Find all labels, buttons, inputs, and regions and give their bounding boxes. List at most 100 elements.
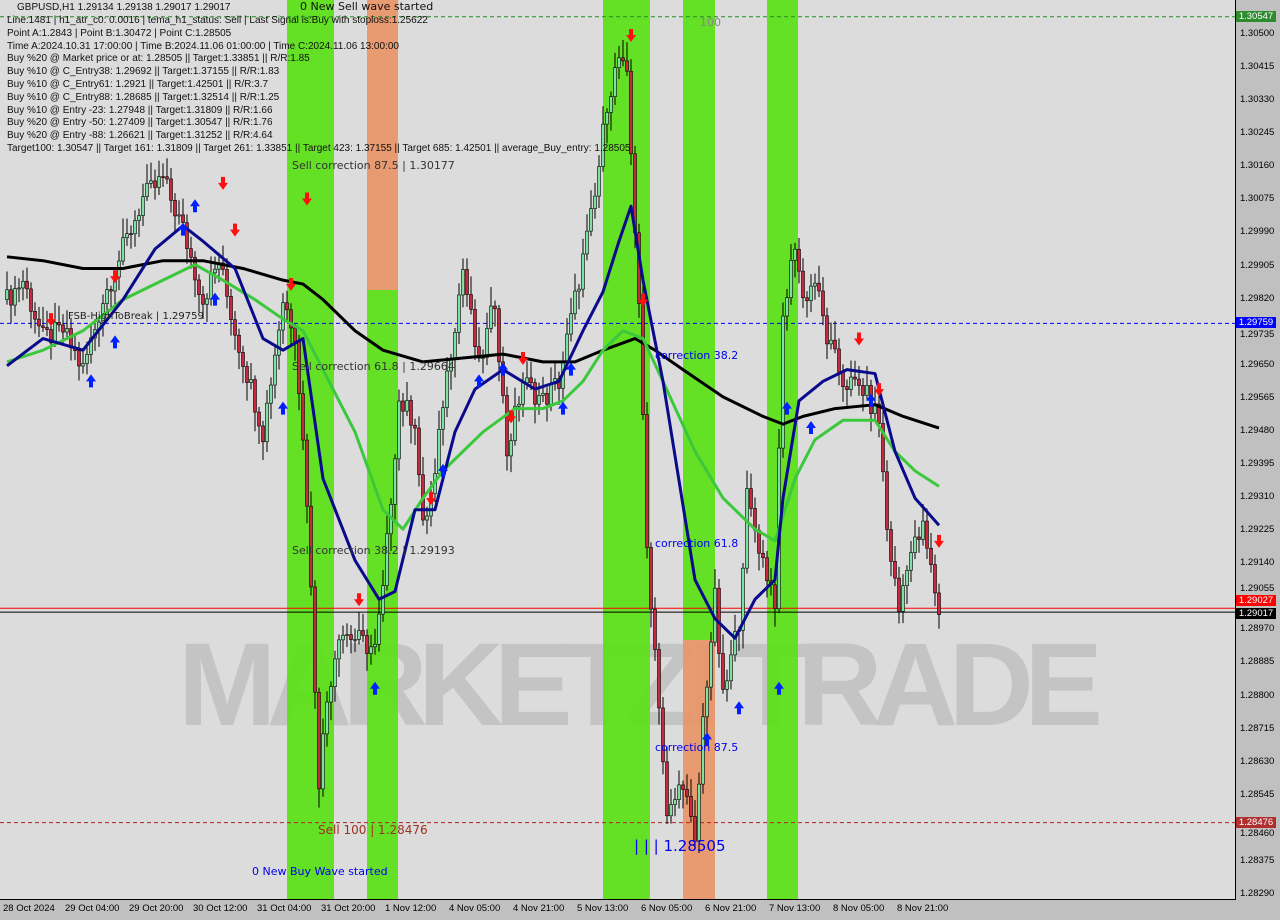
candle-body (365, 635, 369, 654)
buy-arrow-icon (278, 401, 288, 415)
candle-body (657, 649, 661, 709)
candle-body (121, 237, 125, 262)
chart-plot-area[interactable]: MARKETZI TRADE GBPUSD,H1 1.29134 1.29138… (0, 0, 1236, 900)
candle-body (193, 256, 197, 281)
candle-body (625, 60, 629, 72)
info-line: Time A:2024.10.31 17:00:00 | Time B:2024… (7, 40, 399, 52)
candle-body (621, 57, 625, 62)
candle-body (517, 403, 521, 407)
candle-body (533, 382, 537, 405)
x-tick-label: 30 Oct 12:00 (193, 903, 248, 914)
candle-body (513, 405, 517, 441)
candle-body (501, 361, 505, 396)
candle-body (493, 305, 497, 310)
candle-body (929, 547, 933, 565)
sell-arrow-icon (354, 593, 364, 607)
candle-body (465, 269, 469, 295)
info-line: Target100: 1.30547 || Target 161: 1.3180… (7, 142, 631, 154)
x-tick-label: 28 Oct 2024 (3, 903, 55, 914)
candle-body (461, 269, 465, 296)
candle-body (853, 376, 857, 380)
sell-arrow-icon (874, 383, 884, 397)
y-tick-label: 1.30330 (1240, 94, 1275, 106)
buy-arrow-icon (702, 732, 712, 746)
sell-arrow-icon (934, 534, 944, 548)
candle-body (589, 208, 593, 232)
candle-body (281, 302, 285, 331)
candle-body (305, 439, 309, 507)
candle-body (141, 196, 145, 216)
candle-body (653, 608, 657, 650)
candle-body (165, 176, 169, 180)
candle-body (237, 334, 241, 353)
candle-body (189, 248, 193, 258)
candle-body (629, 70, 633, 155)
buy-arrow-icon (774, 681, 784, 695)
sell-arrow-icon (638, 293, 648, 307)
x-tick-label: 1 Nov 12:00 (385, 903, 437, 914)
x-tick-label: 29 Oct 20:00 (129, 903, 184, 914)
y-tick-label: 1.30075 (1240, 193, 1275, 205)
candle-body (161, 176, 165, 178)
candle-body (81, 363, 85, 367)
sell-correction-38-label: Sell correction 38.2 | 1.29193 (292, 544, 455, 557)
price-level-badge: 1.30547 (1236, 10, 1276, 22)
price-level-badge: 1.29017 (1236, 608, 1276, 620)
candle-body (801, 270, 805, 298)
buy-arrow-icon (734, 701, 744, 715)
candle-body (885, 471, 889, 530)
candle-body (325, 701, 329, 735)
candle-body (933, 564, 937, 594)
candle-body (109, 289, 113, 292)
y-tick-label: 1.29905 (1240, 259, 1275, 271)
x-tick-label: 31 Oct 20:00 (321, 903, 376, 914)
candle-body (681, 784, 685, 790)
candle-body (781, 315, 785, 449)
candle-body (241, 352, 245, 367)
candle-body (417, 427, 421, 476)
candle-body (725, 680, 729, 690)
candle-body (669, 804, 673, 817)
candle-body (729, 654, 733, 682)
buy-arrow-icon (438, 463, 448, 477)
buy-arrow-icon (474, 374, 484, 388)
buy-arrow-icon (566, 362, 576, 376)
candle-body (897, 577, 901, 612)
new-buy-wave-label: 0 New Buy Wave started (252, 865, 388, 878)
candle-body (301, 393, 305, 441)
y-tick-label: 1.29480 (1240, 424, 1275, 436)
sell-wave-label: 0 New Sell wave started (300, 0, 434, 13)
x-tick-label: 6 Nov 05:00 (641, 903, 693, 914)
buy-arrow-icon (806, 421, 816, 435)
price-level-badge: 1.28476 (1236, 816, 1276, 828)
y-tick-label: 1.28375 (1240, 854, 1275, 866)
candle-body (825, 315, 829, 345)
sell-arrow-icon (626, 29, 636, 42)
candle-body (57, 321, 61, 326)
y-tick-label: 1.29225 (1240, 524, 1275, 536)
buy-arrow-icon (190, 199, 200, 213)
candle-body (613, 67, 617, 97)
candle-body (709, 641, 713, 688)
candle-body (425, 515, 429, 521)
candle-body (181, 214, 185, 223)
y-tick-label: 1.28715 (1240, 722, 1275, 734)
sell-arrow-icon (230, 223, 240, 237)
y-tick-label: 1.29735 (1240, 328, 1275, 340)
candle-body (285, 302, 289, 311)
candle-body (169, 178, 173, 201)
buy-arrow-icon (178, 222, 188, 236)
correction-61-label: correction 61.8 (655, 537, 739, 550)
candle-body (381, 585, 385, 615)
ma-fast-line (6, 204, 941, 640)
y-tick-label: 1.28800 (1240, 689, 1275, 701)
candle-body (213, 268, 217, 274)
candle-body (349, 634, 353, 640)
candle-body (881, 423, 885, 473)
candle-body (793, 248, 797, 261)
candle-body (253, 379, 257, 413)
candle-body (685, 789, 689, 797)
candle-body (597, 166, 601, 197)
candle-body (157, 176, 161, 188)
info-line: Buy %10 @ C_Entry61: 1.2921 || Target:1.… (7, 78, 269, 90)
